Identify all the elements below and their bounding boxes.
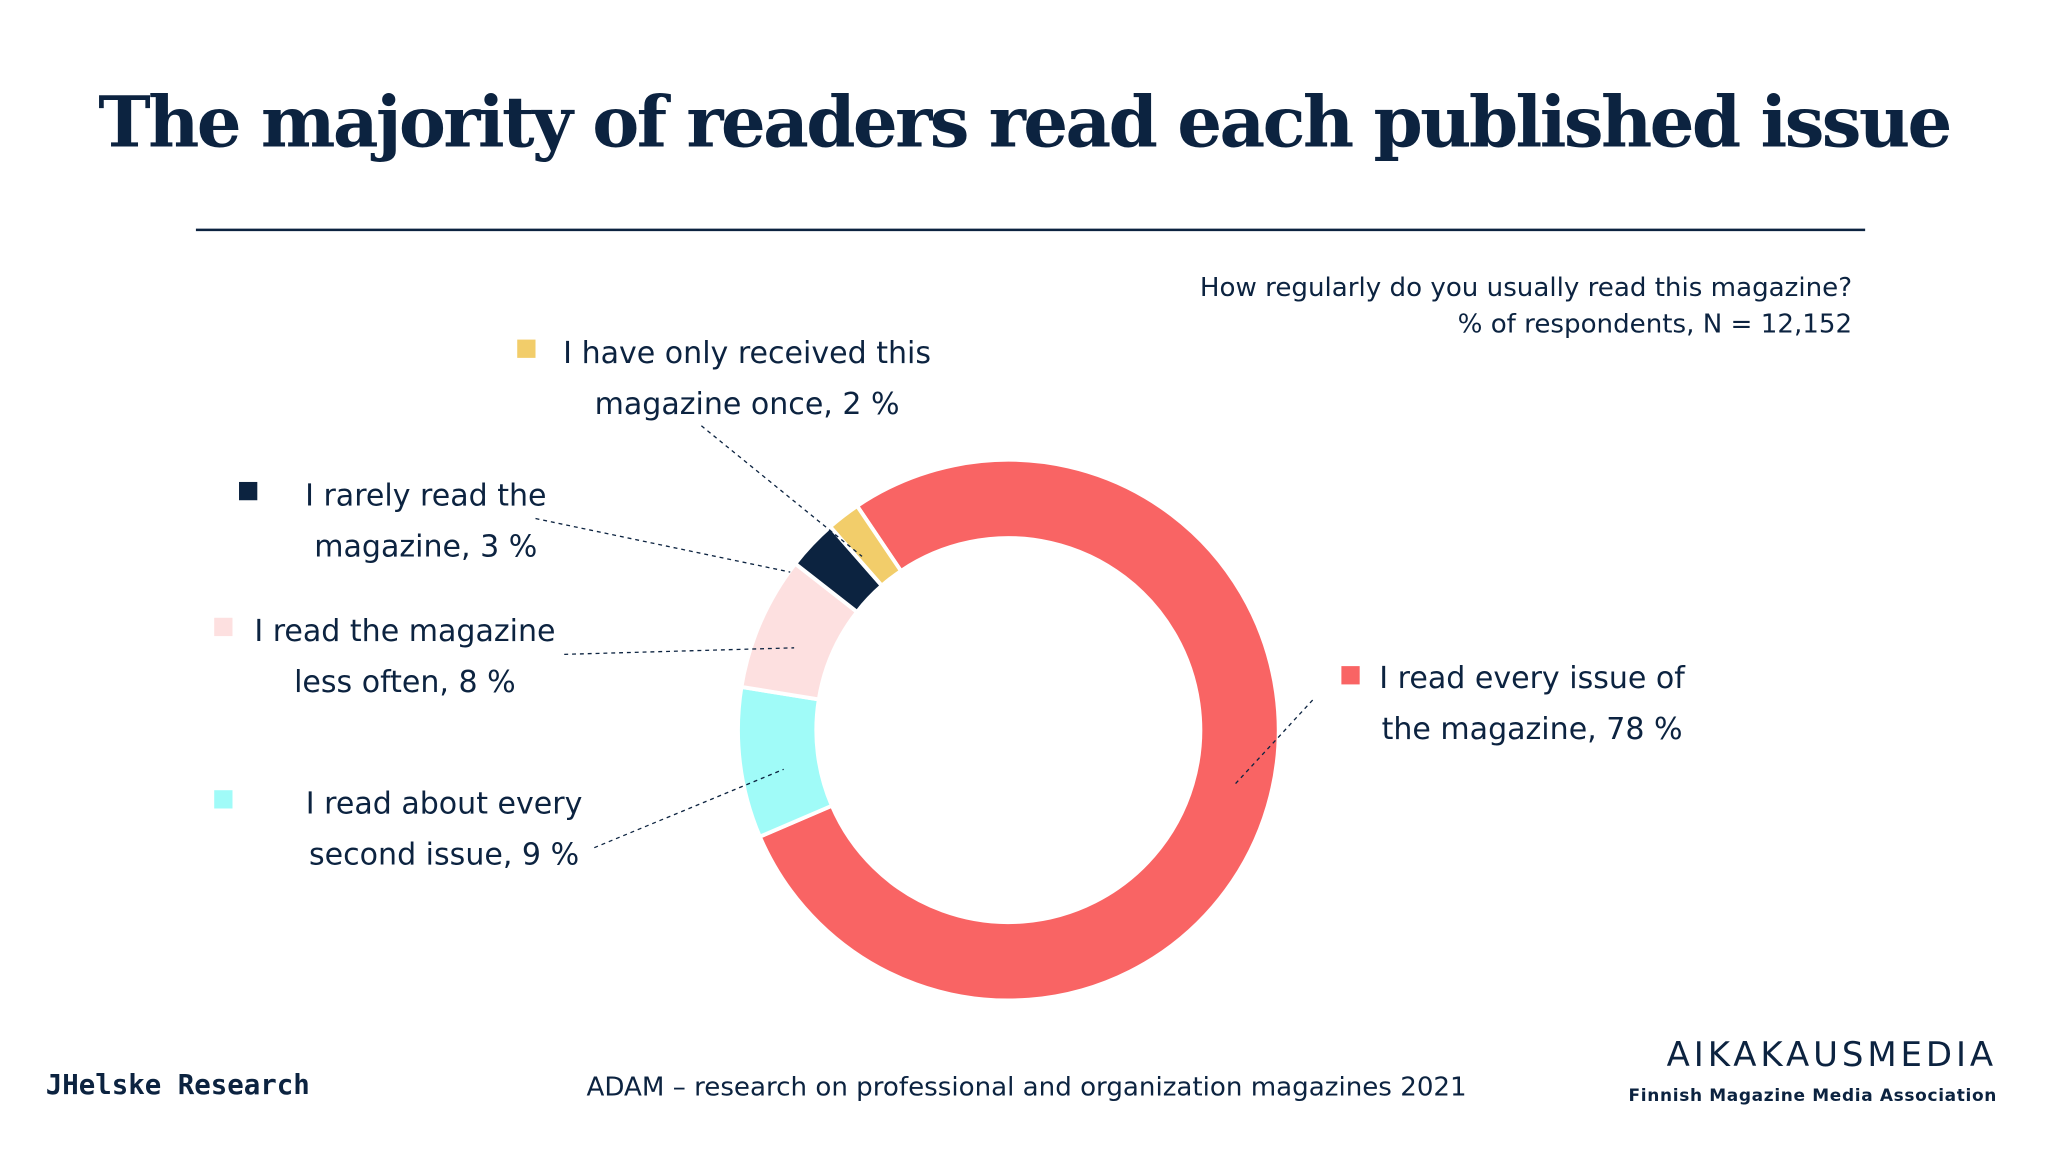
note: % of respondents, N = 12,152 — [1458, 310, 1852, 340]
chart-title: The majority of readers read each publis… — [98, 81, 1950, 164]
legend-swatch — [214, 790, 233, 809]
leader-line — [564, 647, 795, 656]
donut-slice — [757, 457, 1281, 1003]
legend-swatch — [239, 481, 258, 501]
leader-line — [535, 517, 791, 573]
slice-label: I have only received this magazine once, … — [563, 335, 931, 421]
slice-label: I read about every second issue, 9 % — [306, 786, 583, 872]
logo-right: AIKAKAUSMEDIA — [1667, 1035, 1997, 1075]
question: How regularly do you usually read this m… — [1200, 273, 1852, 303]
slice-label: I rarely read the magazine, 3 % — [305, 478, 546, 564]
logo-left: JHelske Research — [46, 1070, 310, 1101]
source: ADAM – research on professional and orga… — [587, 1073, 1467, 1103]
leader-line — [594, 768, 784, 849]
logo-right-sub: Finnish Magazine Media Association — [1629, 1086, 1998, 1106]
legend-swatch — [517, 339, 536, 358]
leader-line — [1233, 699, 1314, 786]
legend-swatch — [1341, 666, 1360, 685]
leader-line — [700, 425, 863, 557]
slice-label: I read every issue of the magazine, 78 % — [1379, 661, 1686, 747]
legend-swatch — [214, 617, 233, 637]
slice-label: I read the magazine less often, 8 % — [254, 614, 555, 700]
donut-slice — [827, 503, 904, 589]
